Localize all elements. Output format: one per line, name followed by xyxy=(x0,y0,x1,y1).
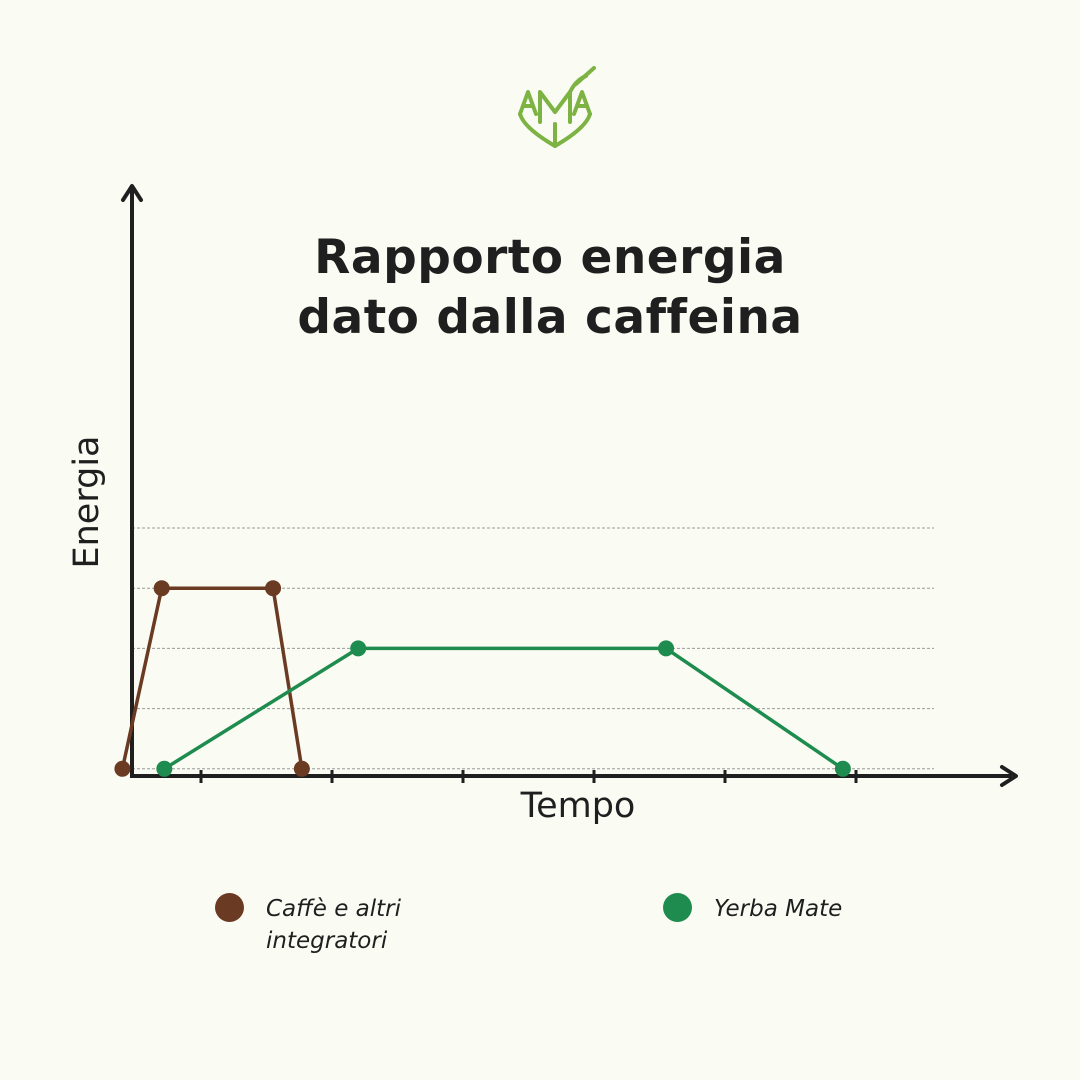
data-point-yerba-mate-3 xyxy=(658,640,675,657)
legend-item-yerba-mate: Yerba Mate xyxy=(663,893,884,925)
series-line-yerba-mate xyxy=(163,646,844,771)
data-point-caffe-1 xyxy=(114,760,131,777)
axes xyxy=(121,184,1018,787)
legend-dot-yerba-mate xyxy=(663,893,692,922)
logo-icon xyxy=(518,66,596,148)
data-point-yerba-mate-1 xyxy=(156,760,173,777)
data-point-caffe-2 xyxy=(153,580,170,597)
legend-item-caffe: Caffè e altri integratori xyxy=(215,893,436,957)
chart-title: Rapporto energia dato dalla caffeina xyxy=(250,228,850,348)
y-axis-label: Energia xyxy=(67,435,107,569)
legend-label-caffe: Caffè e altri integratori xyxy=(266,896,402,954)
legend-label-yerba-mate: Yerba Mate xyxy=(714,896,843,922)
data-point-caffe-3 xyxy=(265,580,282,597)
x-axis-label: Tempo xyxy=(520,786,636,826)
data-point-caffe-4 xyxy=(293,760,310,777)
series xyxy=(114,580,851,777)
chart-title-line-1: Rapporto energia xyxy=(314,230,786,285)
legend-dot-caffe xyxy=(215,893,244,922)
chart-title-line-2: dato dalla caffeina xyxy=(297,290,803,345)
x-ticks xyxy=(199,770,858,783)
y-axis-arrow xyxy=(121,184,143,202)
series-line-caffe xyxy=(120,586,304,770)
x-axis-arrow xyxy=(1000,765,1018,787)
data-point-yerba-mate-4 xyxy=(834,760,851,777)
data-point-yerba-mate-2 xyxy=(350,640,367,657)
